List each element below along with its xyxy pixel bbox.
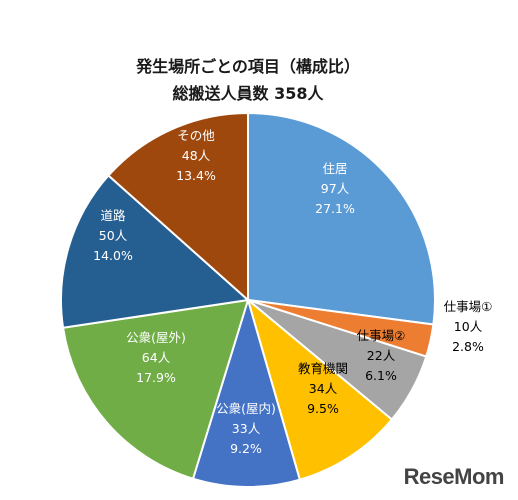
slice-label-percent: 9.5% [307, 401, 339, 416]
slice-label-percent: 6.1% [365, 368, 397, 383]
slice-label-percent: 17.9% [136, 370, 176, 385]
slice-label-name: 公衆(屋外) [126, 330, 186, 345]
pie-slice [246, 297, 394, 481]
slice-label-percent: 13.4% [176, 168, 216, 183]
pie-slice [247, 111, 436, 326]
slice-label-name: 住居 [322, 161, 347, 176]
resemom-logo: ReseMom [403, 464, 505, 490]
slice-label-percent: 14.0% [93, 248, 133, 263]
slice-label-percent: 2.8% [452, 339, 484, 354]
pie-slices [60, 111, 436, 488]
slice-label-percent: 9.2% [230, 441, 262, 456]
slice-label-name: 仕事場② [357, 328, 406, 343]
slice-label-count: 10人 [454, 319, 483, 334]
slice-label-name: その他 [177, 128, 215, 143]
slice-label-count: 48人 [182, 148, 211, 163]
slice-label-count: 34人 [309, 381, 338, 396]
slice-label-name: 道路 [100, 208, 126, 223]
slice-label-name: 仕事場① [444, 299, 493, 314]
slice-label-count: 97人 [321, 181, 350, 196]
slice-label-count: 33人 [232, 421, 261, 436]
pie-slice [60, 174, 251, 329]
watermark-text: ReseMom [403, 464, 505, 489]
pie-slice [107, 111, 249, 303]
pie-labels: 住居 97人 27.1% 仕事場① 10人 2.8% 仕事場② 22人 6.1% 教育機関 34人 9… [93, 128, 492, 456]
chart-subtitle: 総搬送人員数 358人 [173, 84, 325, 103]
slice-label-name: 公衆(屋内) [216, 401, 276, 416]
slice-label-count: 22人 [367, 348, 396, 363]
slice-label-name: 教育機関 [298, 361, 348, 376]
slice-label-count: 64人 [142, 350, 171, 365]
slice-label-percent: 27.1% [315, 201, 355, 216]
pie-slice [61, 298, 250, 480]
pie-slice [191, 296, 302, 488]
chart-title: 発生場所ごとの項目（構成比） [135, 57, 360, 76]
slice-label-count: 50人 [99, 228, 128, 243]
